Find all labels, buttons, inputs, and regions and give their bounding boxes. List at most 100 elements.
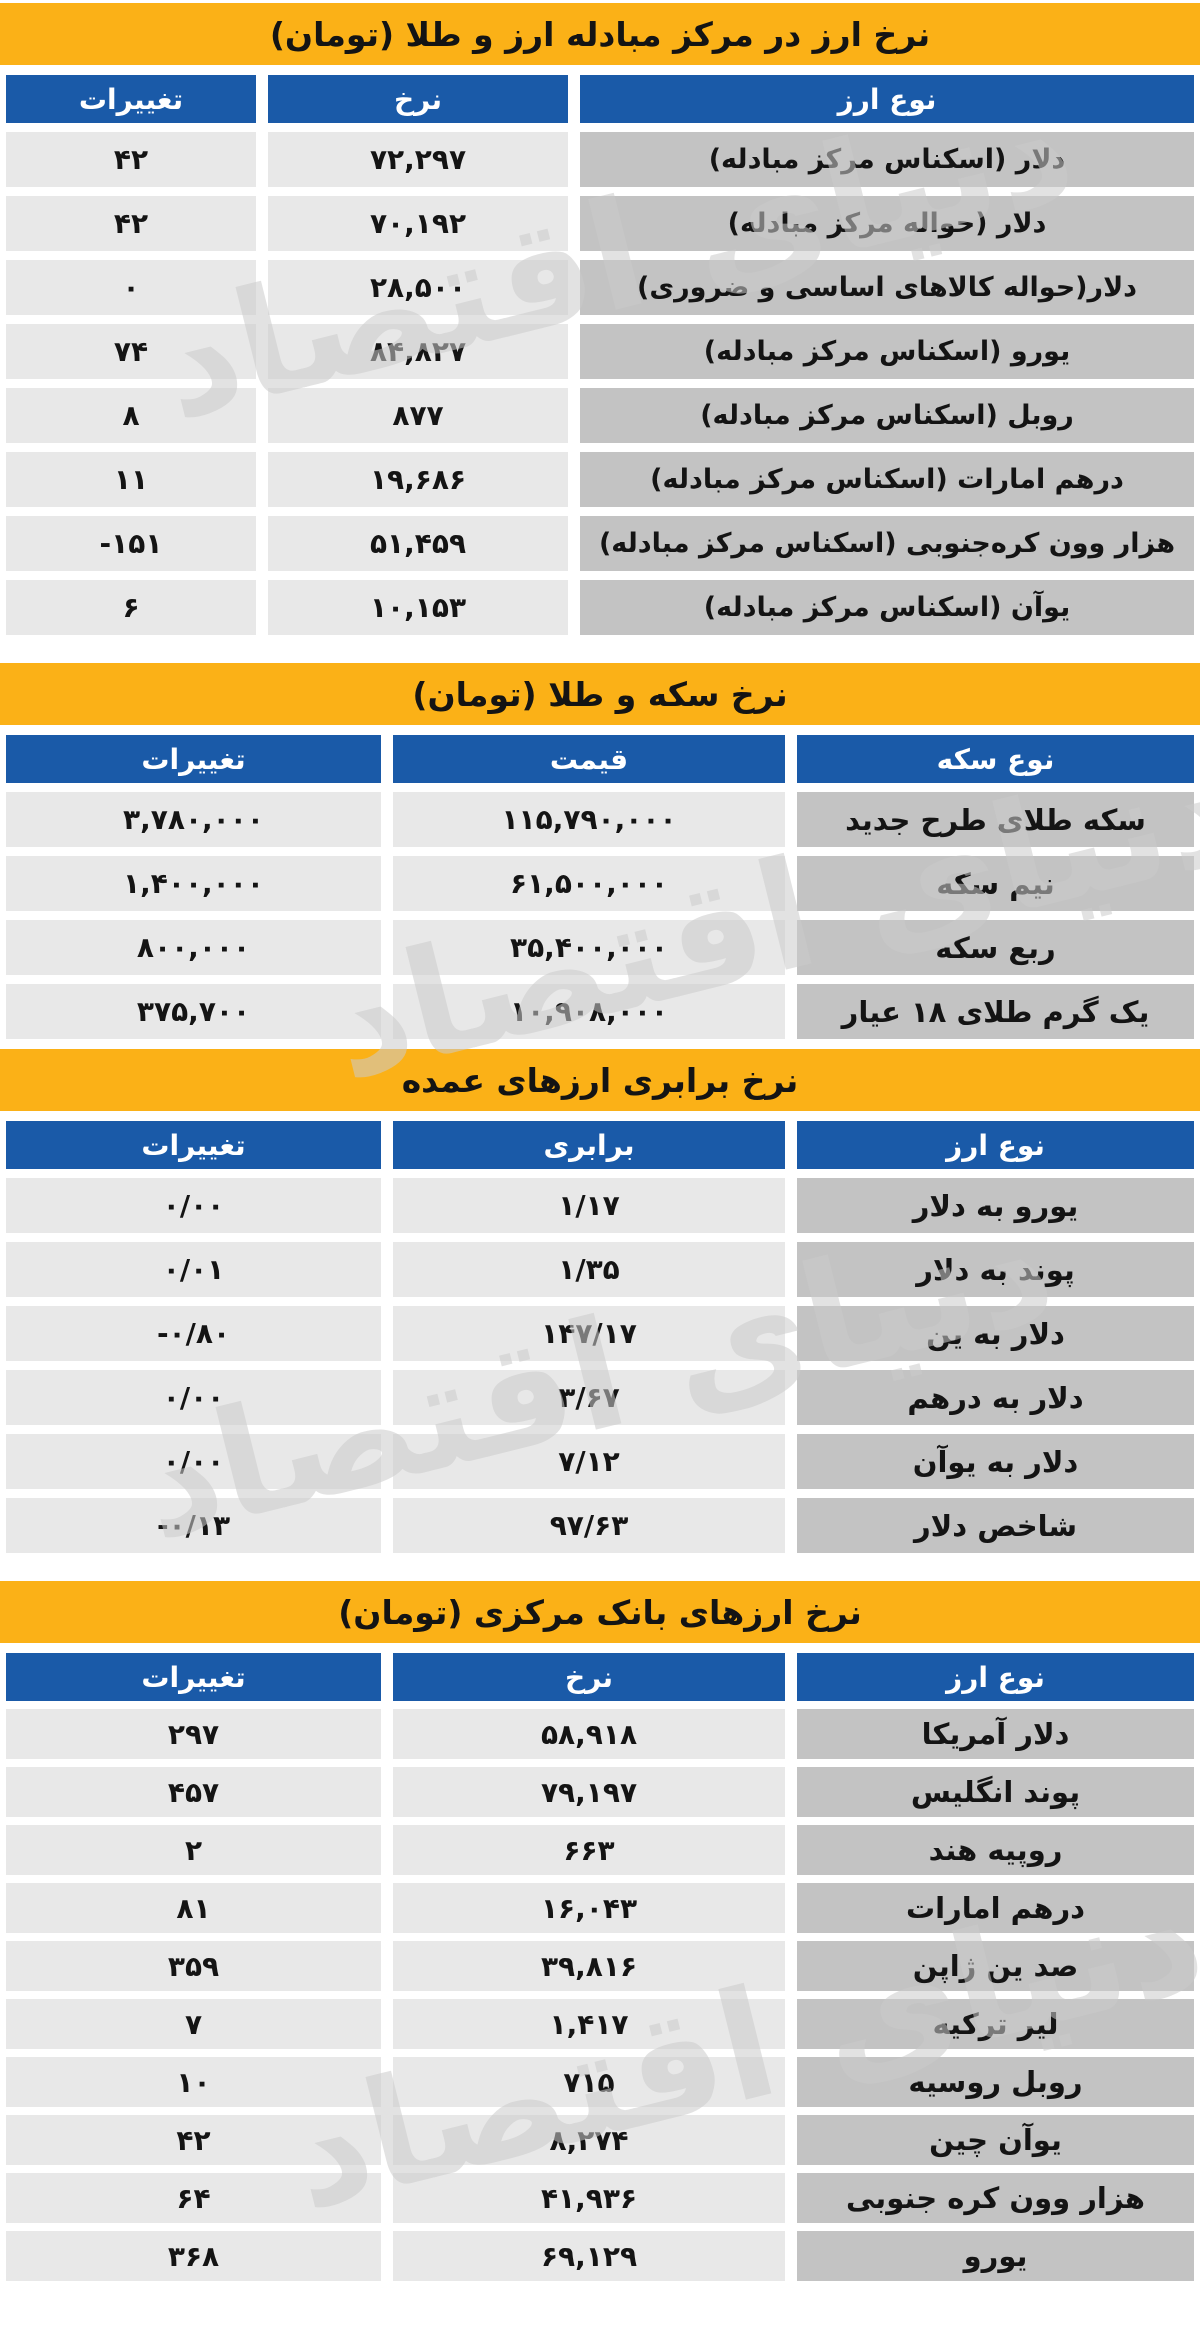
- table-row: هزار وون کره جنوبی ۴۱,۹۳۶ ۶۴: [0, 2173, 1200, 2223]
- name-cell: روبل (اسکناس مرکز مبادله): [580, 388, 1194, 443]
- table-row: دلار به یوآن ۷/۱۲ ۰/۰۰: [0, 1434, 1200, 1489]
- change-cell: ۱,۴۰۰,۰۰۰: [6, 856, 381, 911]
- column-header-value: نرخ: [393, 1653, 785, 1701]
- name-cell: روبل روسیه: [797, 2057, 1194, 2107]
- table-row: پوند انگلیس ۷۹,۱۹۷ ۴۵۷: [0, 1767, 1200, 1817]
- change-cell: ۶۴: [6, 2173, 381, 2223]
- value-cell: ۷۲,۲۹۷: [268, 132, 568, 187]
- table-row: درهم امارات ۱۶,۰۴۳ ۸۱: [0, 1883, 1200, 1933]
- table-row: یک گرم طلای ۱۸ عیار ۱۰,۹۰۸,۰۰۰ ۳۷۵,۷۰۰: [0, 984, 1200, 1039]
- name-cell: لیر ترکیه: [797, 1999, 1194, 2049]
- table-row: پوند به دلار ۱/۳۵ ۰/۰۱: [0, 1242, 1200, 1297]
- table-row: درهم امارات (اسکناس مرکز مبادله) ۱۹,۶۸۶ ۱۱: [0, 452, 1200, 507]
- table-row: دلار (اسکناس مرکز مبادله) ۷۲,۲۹۷ ۴۲: [0, 132, 1200, 187]
- column-header-name: نوع ارز: [580, 75, 1194, 123]
- name-cell: دلار آمریکا: [797, 1709, 1194, 1759]
- change-cell: ۴۲: [6, 196, 256, 251]
- name-cell: صد ین ژاپن: [797, 1941, 1194, 1991]
- value-cell: ۱۴۷/۱۷: [393, 1306, 785, 1361]
- change-cell: ۰/۰۱: [6, 1242, 381, 1297]
- value-cell: ۸۷۷: [268, 388, 568, 443]
- change-cell: ۸۰۰,۰۰۰: [6, 920, 381, 975]
- name-cell: هزار وون کره‌جنوبی (اسکناس مرکز مبادله): [580, 516, 1194, 571]
- column-header-name: نوع ارز: [797, 1121, 1194, 1169]
- value-cell: ۸,۲۷۴: [393, 2115, 785, 2165]
- value-cell: ۷۹,۱۹۷: [393, 1767, 785, 1817]
- name-cell: درهم امارات: [797, 1883, 1194, 1933]
- name-cell: یورو (اسکناس مرکز مبادله): [580, 324, 1194, 379]
- value-cell: ۱/۳۵: [393, 1242, 785, 1297]
- name-cell: دلار (حواله مرکز مبادله): [580, 196, 1194, 251]
- name-cell: یورو به دلار: [797, 1178, 1194, 1233]
- table-row: دلار (حواله مرکز مبادله) ۷۰,۱۹۲ ۴۲: [0, 196, 1200, 251]
- change-cell: -۰/۱۳: [6, 1498, 381, 1553]
- table-row: روپیه هند ۶۶۳ ۲: [0, 1825, 1200, 1875]
- table-title: نرخ ارز در مرکز مبادله ارز و طلا (تومان): [0, 3, 1200, 65]
- table-row: لیر ترکیه ۱,۴۱۷ ۷: [0, 1999, 1200, 2049]
- table-row: روبل (اسکناس مرکز مبادله) ۸۷۷ ۸: [0, 388, 1200, 443]
- name-cell: دلار به ین: [797, 1306, 1194, 1361]
- change-cell: ۰/۰۰: [6, 1370, 381, 1425]
- table-row: هزار وون کره‌جنوبی (اسکناس مرکز مبادله) ۵…: [0, 516, 1200, 571]
- change-cell: ۶: [6, 580, 256, 635]
- value-cell: ۱۶,۰۴۳: [393, 1883, 785, 1933]
- table-row: ربع سکه ۳۵,۴۰۰,۰۰۰ ۸۰۰,۰۰۰: [0, 920, 1200, 975]
- change-cell: ۸: [6, 388, 256, 443]
- change-cell: ۲۹۷: [6, 1709, 381, 1759]
- name-cell: یک گرم طلای ۱۸ عیار: [797, 984, 1194, 1039]
- change-cell: ۱۱: [6, 452, 256, 507]
- value-cell: ۶۱,۵۰۰,۰۰۰: [393, 856, 785, 911]
- table-header-row: نوع ارز نرخ تغییرات: [0, 75, 1200, 123]
- column-header-name: نوع سکه: [797, 735, 1194, 783]
- column-header-change: تغییرات: [6, 1653, 381, 1701]
- table-row: یورو (اسکناس مرکز مبادله) ۸۴,۸۲۷ ۷۴: [0, 324, 1200, 379]
- name-cell: درهم امارات (اسکناس مرکز مبادله): [580, 452, 1194, 507]
- table-row: یورو ۶۹,۱۲۹ ۳۶۸: [0, 2231, 1200, 2281]
- table-row: صد ین ژاپن ۳۹,۸۱۶ ۳۵۹: [0, 1941, 1200, 1991]
- table-row: یوآن (اسکناس مرکز مبادله) ۱۰,۱۵۳ ۶: [0, 580, 1200, 635]
- table-row: یوآن چین ۸,۲۷۴ ۴۲: [0, 2115, 1200, 2165]
- name-cell: یوآن (اسکناس مرکز مبادله): [580, 580, 1194, 635]
- table-title: نرخ ارزهای بانک مرکزی (تومان): [0, 1581, 1200, 1643]
- name-cell: سکه طلای طرح جدید: [797, 792, 1194, 847]
- table-row: دلار به ین ۱۴۷/۱۷ -۰/۸۰: [0, 1306, 1200, 1361]
- change-cell: -۰/۸۰: [6, 1306, 381, 1361]
- value-cell: ۳۵,۴۰۰,۰۰۰: [393, 920, 785, 975]
- table-header-row: نوع سکه قیمت تغییرات: [0, 735, 1200, 783]
- value-cell: ۲۸,۵۰۰: [268, 260, 568, 315]
- value-cell: ۳/۶۷: [393, 1370, 785, 1425]
- table-row: یورو به دلار ۱/۱۷ ۰/۰۰: [0, 1178, 1200, 1233]
- table-row: دلار(حواله کالاهای اساسی و ضروری) ۲۸,۵۰۰ ۰: [0, 260, 1200, 315]
- change-cell: ۰/۰۰: [6, 1434, 381, 1489]
- change-cell: ۴۵۷: [6, 1767, 381, 1817]
- change-cell: ۰/۰۰: [6, 1178, 381, 1233]
- name-cell: روپیه هند: [797, 1825, 1194, 1875]
- rate-table-major-parity: نرخ برابری ارزهای عمده نوع ارز برابری تغییر…: [0, 1049, 1200, 1553]
- name-cell: دلار(حواله کالاهای اساسی و ضروری): [580, 260, 1194, 315]
- name-cell: ربع سکه: [797, 920, 1194, 975]
- change-cell: ۷: [6, 1999, 381, 2049]
- change-cell: ۷۴: [6, 324, 256, 379]
- value-cell: ۶۶۳: [393, 1825, 785, 1875]
- column-header-change: تغییرات: [6, 735, 381, 783]
- name-cell: دلار (اسکناس مرکز مبادله): [580, 132, 1194, 187]
- name-cell: پوند انگلیس: [797, 1767, 1194, 1817]
- value-cell: ۴۱,۹۳۶: [393, 2173, 785, 2223]
- value-cell: ۱,۴۱۷: [393, 1999, 785, 2049]
- name-cell: یورو: [797, 2231, 1194, 2281]
- value-cell: ۵۸,۹۱۸: [393, 1709, 785, 1759]
- value-cell: ۵۱,۴۵۹: [268, 516, 568, 571]
- table-row: دلار آمریکا ۵۸,۹۱۸ ۲۹۷: [0, 1709, 1200, 1759]
- value-cell: ۷/۱۲: [393, 1434, 785, 1489]
- column-header-value: نرخ: [268, 75, 568, 123]
- name-cell: پوند به دلار: [797, 1242, 1194, 1297]
- value-cell: ۸۴,۸۲۷: [268, 324, 568, 379]
- value-cell: ۱/۱۷: [393, 1178, 785, 1233]
- value-cell: ۷۰,۱۹۲: [268, 196, 568, 251]
- table-row: دلار به درهم ۳/۶۷ ۰/۰۰: [0, 1370, 1200, 1425]
- column-header-value: قیمت: [393, 735, 785, 783]
- change-cell: ۲: [6, 1825, 381, 1875]
- name-cell: نیم سکه: [797, 856, 1194, 911]
- table-header-row: نوع ارز نرخ تغییرات: [0, 1653, 1200, 1701]
